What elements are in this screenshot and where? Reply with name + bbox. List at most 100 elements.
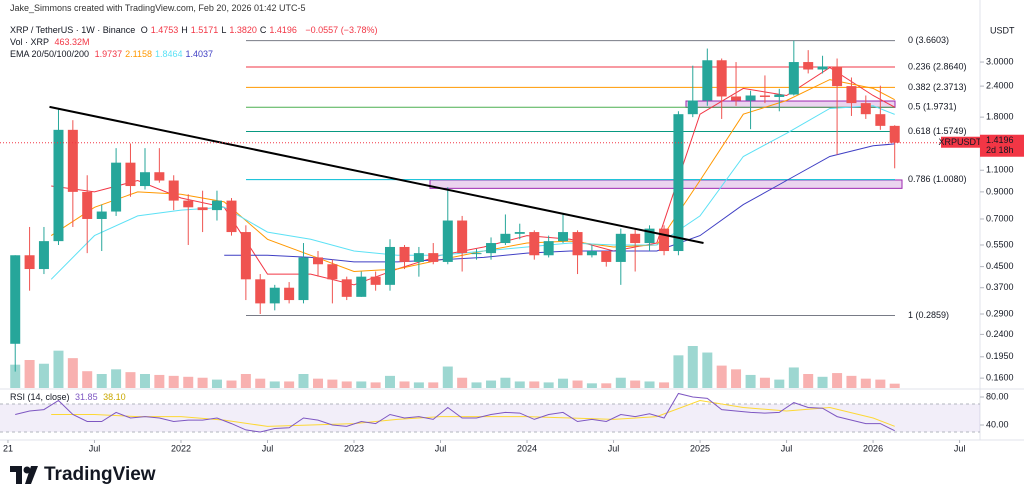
volume-bar <box>370 382 381 388</box>
volume-bar <box>341 381 352 388</box>
ema-line <box>50 79 895 273</box>
y-tick-label: 0.2400 <box>986 329 1014 339</box>
volume-bar <box>298 374 309 388</box>
volume-bar <box>788 367 799 388</box>
fib-label: 0 (3.6603) <box>908 35 949 45</box>
x-tick-label: 2026 <box>863 443 883 453</box>
ohlc-value: 1.5171 <box>190 25 219 35</box>
brand-name: TradingView <box>44 464 156 485</box>
volume-bar <box>67 358 78 388</box>
fib-label: 0.618 (1.5749) <box>908 126 967 136</box>
ohlc-key: H <box>181 25 188 35</box>
volume-bar <box>255 378 266 388</box>
x-tick-label: 2023 <box>344 443 364 453</box>
x-tick-label: Jul <box>262 443 274 453</box>
volume-bar <box>889 383 900 388</box>
volume-bar <box>96 374 107 388</box>
volume-bar <box>125 372 136 388</box>
candle-body <box>341 279 352 297</box>
fib-label: 0.786 (1.0080) <box>908 174 967 184</box>
candle-body <box>356 276 367 297</box>
y-tick-label: 0.7000 <box>986 213 1014 223</box>
volume-value: 463.32M <box>54 37 90 47</box>
ema-line <box>51 67 895 286</box>
candle-body <box>846 86 857 104</box>
volume-bar <box>211 379 222 388</box>
ema-row: EMA 20/50/100/200 1.9737 2.1158 1.8464 1.40… <box>10 49 216 59</box>
volume-bar <box>183 376 194 388</box>
symbol-row: XRP / TetherUS · 1W · Binance O 1.4753 H 1.… <box>10 25 380 35</box>
volume-bar <box>428 382 439 388</box>
volume-bar <box>154 374 165 388</box>
candle-body <box>183 200 194 208</box>
trendline <box>49 105 704 245</box>
candle-body <box>601 251 612 262</box>
volume-bar <box>500 377 511 388</box>
candle-body <box>10 255 21 344</box>
volume-bar <box>24 360 35 388</box>
volume-bar <box>53 350 64 388</box>
volume-bar <box>846 375 857 388</box>
price-tag-box <box>980 134 1024 157</box>
candle-body <box>716 60 727 97</box>
ohlc-key: O <box>140 25 148 35</box>
volume-bar <box>615 377 626 388</box>
price-tag-symbol-box <box>941 136 980 148</box>
fib-label: 0.382 (2.3713) <box>908 82 967 92</box>
volume-bar <box>197 377 208 388</box>
volume-bar <box>731 369 742 388</box>
candle-body <box>543 241 554 256</box>
candle-body <box>817 66 828 70</box>
ema-value: 1.9737 <box>94 49 123 59</box>
candle-body <box>211 200 222 211</box>
volume-bar <box>284 381 295 388</box>
candle-body <box>96 211 107 219</box>
candle-body <box>457 220 468 254</box>
author-line: Jake_Simmons created with TradingView.co… <box>10 3 306 13</box>
ohlc-value: 1.4753 <box>150 25 179 35</box>
price-tag-symbol: XRPUSDT <box>938 137 982 147</box>
ohlc-key: C <box>259 25 267 35</box>
candle-body <box>500 233 511 244</box>
rsi-current: 31.85 <box>75 392 98 402</box>
candle-body <box>788 62 799 95</box>
volume-bar <box>702 352 713 388</box>
candle-body <box>313 257 324 265</box>
x-tick-label: 2025 <box>690 443 710 453</box>
ohlc-value: 1.3820 <box>229 25 257 35</box>
volume-bar <box>413 382 424 388</box>
x-tick-label: Jul <box>781 443 793 453</box>
candle-body <box>226 200 237 233</box>
candle-body <box>889 125 900 143</box>
volume-bar <box>327 379 338 388</box>
candle-body <box>240 232 251 280</box>
volume-bar <box>399 381 410 388</box>
candle-body <box>139 172 150 187</box>
candle-body <box>255 279 266 304</box>
y-tick-label: 0.1600 <box>986 373 1014 383</box>
candle-body <box>471 253 482 255</box>
candle-body <box>731 96 742 101</box>
volume-bar <box>630 380 641 388</box>
rsi-tick-label: 80.00 <box>986 391 1009 401</box>
candle-body <box>803 62 814 70</box>
candle-body <box>327 264 338 280</box>
candle-body <box>111 162 122 212</box>
brand: TradingView <box>10 464 156 486</box>
volume-bar <box>803 374 814 388</box>
volume-bar <box>139 374 150 388</box>
volume-bar <box>774 379 785 388</box>
candle-body <box>197 207 208 211</box>
volume-bar <box>586 383 597 388</box>
candle-body <box>428 253 439 262</box>
ema-value: 1.4037 <box>185 49 214 59</box>
x-tick-label: Jul <box>608 443 620 453</box>
volume-bar <box>745 374 756 388</box>
volume-bar <box>529 381 540 388</box>
volume-bar <box>240 374 251 388</box>
candle-body <box>659 228 670 252</box>
volume-bar <box>659 382 670 388</box>
y-tick-label: 1.1000 <box>986 165 1014 175</box>
currency-label: USDT <box>990 25 1015 35</box>
zone <box>429 179 903 189</box>
